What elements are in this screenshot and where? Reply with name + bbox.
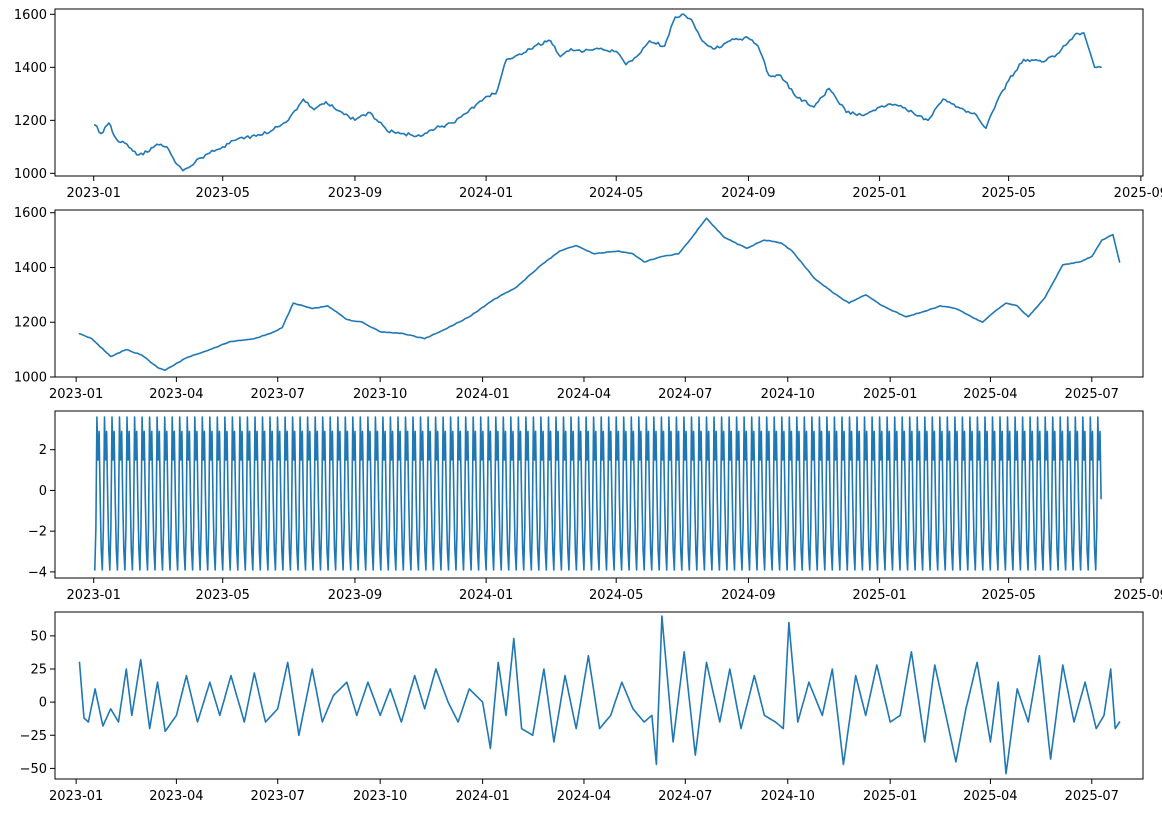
x-tick-label: 2025-07 <box>1065 387 1119 402</box>
x-tick-label: 2025-04 <box>963 789 1017 804</box>
axes-frame <box>54 8 1144 177</box>
x-tick-label: 2025-07 <box>1065 789 1119 804</box>
y-tick-label: 1000 <box>14 167 47 182</box>
y-tick-label: 2 <box>39 443 47 458</box>
x-tick-label: 2025-01 <box>852 588 906 603</box>
y-tick-label: −4 <box>28 565 47 580</box>
x-tick-label: 2025-09 <box>1114 186 1162 201</box>
y-tick-label: 1400 <box>14 261 47 276</box>
y-tick-label: 0 <box>39 484 47 499</box>
x-tick-label: 2024-01 <box>459 186 513 201</box>
y-tick-label: 25 <box>30 662 47 677</box>
x-tick-label: 2024-01 <box>455 387 509 402</box>
x-tick-label: 2023-04 <box>149 387 203 402</box>
x-tick-label: 2024-05 <box>589 588 643 603</box>
x-tick-label: 2023-01 <box>49 387 103 402</box>
axes-frame <box>54 209 1144 378</box>
y-tick-label: −2 <box>28 525 47 540</box>
x-tick-label: 2023-07 <box>251 387 305 402</box>
x-tick-label: 2024-10 <box>761 387 815 402</box>
x-tick-label: 2023-07 <box>251 789 305 804</box>
x-tick-label: 2023-09 <box>328 588 382 603</box>
x-tick-label: 2024-10 <box>761 789 815 804</box>
x-tick-label: 2024-07 <box>658 789 712 804</box>
x-tick-label: 2025-01 <box>863 789 917 804</box>
x-tick-label: 2023-10 <box>353 387 407 402</box>
chart-panel-2: 2023-01 2023-04 2023-07 2023-10 2024-01 2024-… <box>14 206 1144 402</box>
y-tick-label: 1200 <box>14 114 47 129</box>
y-tick-label: 1600 <box>14 8 47 23</box>
x-tick-label: 2025-01 <box>852 186 906 201</box>
x-tick-label: 2025-09 <box>1114 588 1162 603</box>
chart-panel-3: 2023-01 2023-05 2023-09 2024-01 2024-05 2024-… <box>28 410 1162 603</box>
y-tick-label: 1000 <box>14 371 47 386</box>
x-tick-label: 2023-04 <box>149 789 203 804</box>
series-line-2 <box>78 217 1121 371</box>
x-tick-label: 2025-05 <box>981 186 1035 201</box>
series-line-1 <box>94 13 1102 172</box>
x-tick-label: 2023-09 <box>328 186 382 201</box>
x-tick-label: 2023-05 <box>196 186 250 201</box>
x-tick-label: 2024-09 <box>721 186 775 201</box>
x-tick-label: 2024-04 <box>557 387 611 402</box>
chart-panel-1: 2023-01 2023-05 2023-09 2024-01 2024-05 2024-… <box>14 8 1162 201</box>
y-tick-label: −25 <box>20 729 47 744</box>
series-line-4 <box>78 615 1121 775</box>
x-tick-label: 2023-10 <box>353 789 407 804</box>
x-tick-label: 2023-01 <box>67 588 121 603</box>
x-tick-label: 2024-01 <box>455 789 509 804</box>
x-tick-label: 2023-01 <box>67 186 121 201</box>
x-tick-label: 2025-01 <box>863 387 917 402</box>
y-tick-label: 1600 <box>14 206 47 221</box>
x-tick-label: 2024-09 <box>721 588 775 603</box>
x-tick-label: 2023-01 <box>49 789 103 804</box>
x-tick-label: 2025-04 <box>963 387 1017 402</box>
y-tick-label: −50 <box>20 762 47 777</box>
chart-panel-4: 2023-01 2023-04 2023-07 2023-10 2024-01 2024-… <box>20 611 1144 804</box>
x-tick-label: 2024-01 <box>459 588 513 603</box>
x-tick-label: 2025-05 <box>981 588 1035 603</box>
y-tick-label: 0 <box>39 696 47 711</box>
x-tick-label: 2024-07 <box>658 387 712 402</box>
axes-frame <box>54 611 1144 780</box>
series-line-3 <box>94 416 1102 571</box>
x-tick-label: 2024-05 <box>589 186 643 201</box>
y-tick-label: 1200 <box>14 316 47 331</box>
x-tick-label: 2023-05 <box>196 588 250 603</box>
axes-frame <box>54 410 1144 579</box>
x-tick-label: 2024-04 <box>557 789 611 804</box>
y-tick-label: 1400 <box>14 61 47 76</box>
y-tick-label: 50 <box>30 629 47 644</box>
